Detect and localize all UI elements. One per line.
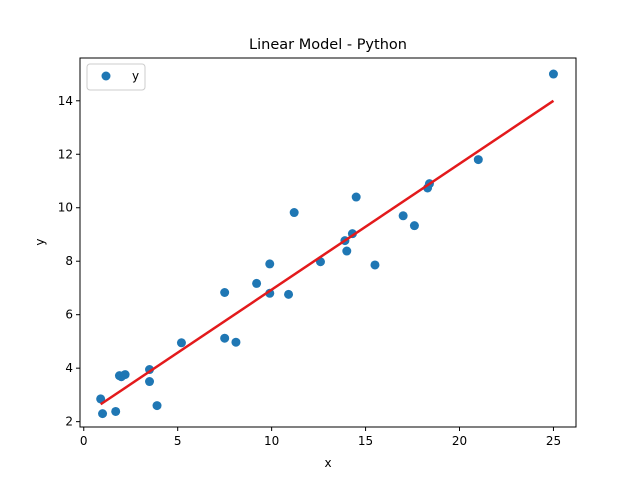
data-point-29 — [549, 70, 558, 79]
data-point-14 — [265, 259, 274, 268]
x-tick-label-20: 20 — [452, 434, 467, 448]
y-tick-label-4: 4 — [65, 361, 73, 375]
x-tick-label-5: 5 — [174, 434, 182, 448]
chart-title: Linear Model - Python — [249, 37, 407, 53]
data-point-24 — [399, 211, 408, 220]
data-point-13 — [252, 279, 261, 288]
data-point-25 — [410, 221, 419, 230]
data-point-17 — [290, 208, 299, 217]
y-tick-label-6: 6 — [65, 308, 73, 322]
regression-line — [101, 101, 554, 404]
x-tick-label-25: 25 — [546, 434, 561, 448]
data-point-7 — [145, 377, 154, 386]
axes-layer — [80, 58, 576, 427]
data-point-8 — [153, 401, 162, 410]
y-tick-label-14: 14 — [58, 94, 73, 108]
data-point-20 — [342, 247, 351, 256]
data-point-16 — [284, 290, 293, 299]
data-point-28 — [474, 155, 483, 164]
y-axis-title: y — [33, 238, 47, 245]
data-point-23 — [370, 260, 379, 269]
legend: y — [87, 64, 145, 90]
y-tick-label-2: 2 — [65, 415, 73, 429]
x-axis-title: x — [324, 456, 331, 470]
y-tick-label-8: 8 — [65, 254, 73, 268]
data-point-22 — [352, 193, 361, 202]
legend-label: y — [132, 69, 139, 83]
x-tick-label-10: 10 — [264, 434, 279, 448]
data-point-9 — [177, 338, 186, 347]
data-point-2 — [111, 407, 120, 416]
data-point-5 — [121, 370, 130, 379]
series-layer — [96, 70, 558, 419]
x-tick-label-0: 0 — [80, 434, 88, 448]
data-point-1 — [98, 409, 107, 418]
x-tick-label-15: 15 — [358, 434, 373, 448]
data-point-11 — [220, 334, 229, 343]
legend-marker — [102, 72, 111, 81]
y-tick-label-12: 12 — [58, 147, 73, 161]
plot-frame — [80, 58, 576, 427]
y-tick-label-10: 10 — [58, 201, 73, 215]
data-point-10 — [220, 288, 229, 297]
data-point-12 — [231, 338, 240, 347]
